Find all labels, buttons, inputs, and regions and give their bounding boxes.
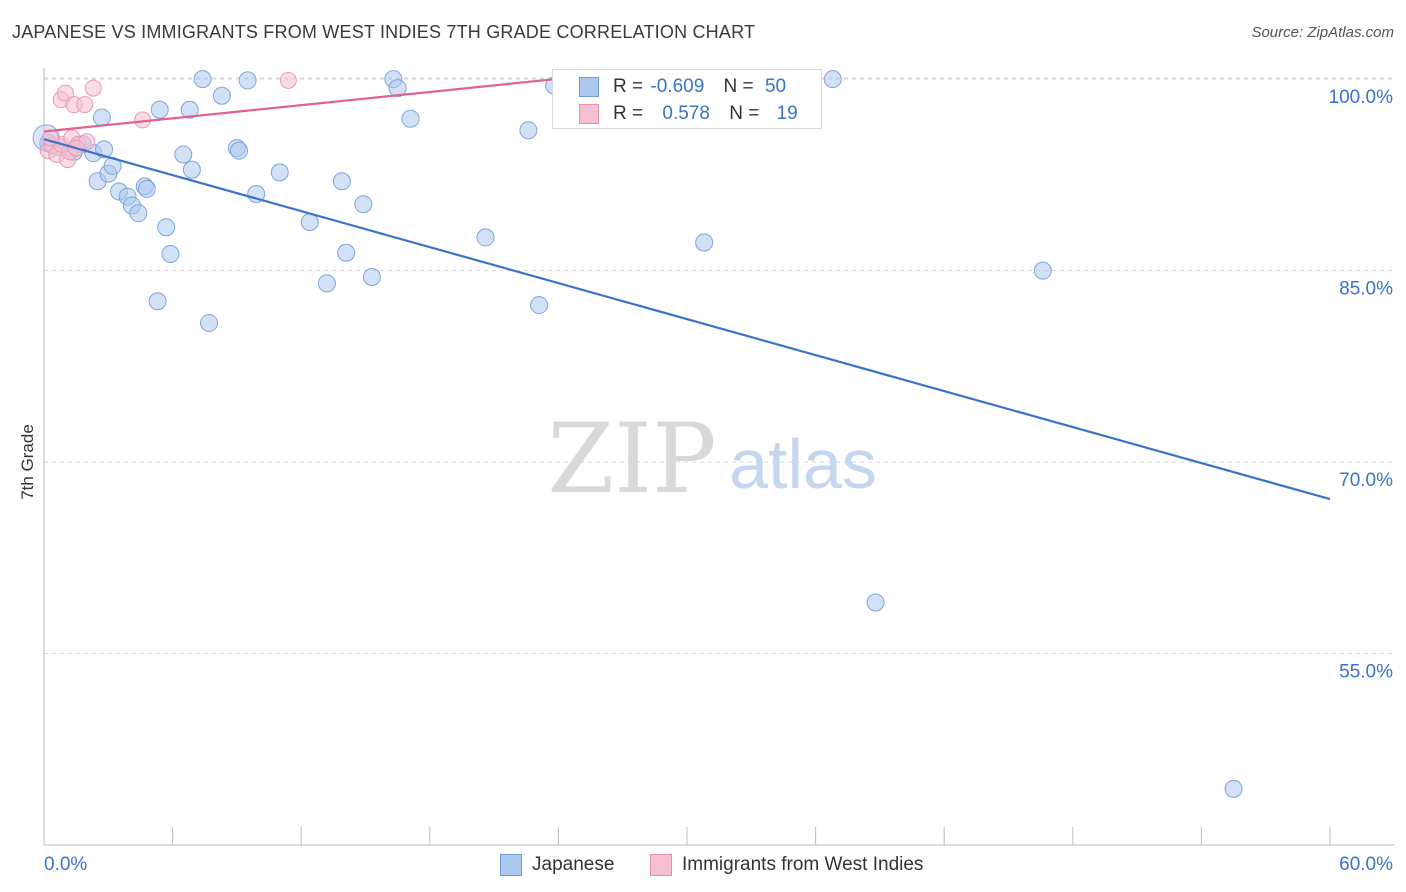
japanese-point xyxy=(161,245,180,264)
source-label: Source: ZipAtlas.com xyxy=(1251,24,1394,41)
japanese-point xyxy=(476,228,495,247)
japanese-point xyxy=(866,593,885,612)
japanese-point xyxy=(401,109,420,128)
legend-r-label: R = xyxy=(613,103,644,124)
legend-r-value-japanese: -0.609 xyxy=(650,76,705,97)
watermark: ZIP atlas xyxy=(547,403,877,515)
west-indies-trend-line xyxy=(43,75,580,133)
japanese-point xyxy=(332,172,351,191)
legend-text-west-indies: R = 0.578 N = 19 xyxy=(613,103,798,125)
japanese-point xyxy=(182,160,201,179)
west-indies-point xyxy=(279,71,297,89)
series-legend-swatch-west-indies xyxy=(650,854,672,876)
japanese-point xyxy=(150,100,169,119)
japanese-point xyxy=(530,296,549,315)
gridlines xyxy=(44,77,1395,655)
japanese-point xyxy=(354,195,373,214)
japanese-point xyxy=(519,121,538,140)
japanese-point xyxy=(238,71,257,90)
legend-r-value-west-indies: 0.578 xyxy=(662,103,710,124)
japanese-point xyxy=(193,70,212,89)
japanese-point xyxy=(148,292,167,311)
japanese-point xyxy=(174,145,193,164)
legend-swatch-japanese xyxy=(579,77,599,97)
japanese-point xyxy=(230,141,249,160)
japanese-point xyxy=(1033,261,1052,280)
watermark-atlas: atlas xyxy=(729,425,877,503)
japanese-point xyxy=(200,313,219,332)
japanese-point xyxy=(95,140,114,159)
west-indies-point xyxy=(84,79,102,97)
japanese-point xyxy=(695,233,714,252)
japanese-point xyxy=(337,243,356,262)
japanese-point xyxy=(92,108,111,127)
correlation-legend: R = -0.609 N = 50 R = 0.578 N = 19 xyxy=(552,69,822,129)
legend-swatch-west-indies xyxy=(579,104,599,124)
west-indies-point xyxy=(76,96,94,114)
legend-n-value-japanese: 50 xyxy=(764,76,787,97)
japanese-point xyxy=(129,204,148,223)
japanese-trend-line xyxy=(43,138,1331,501)
tick-labels: 100.0% 85.0% 70.0% 55.0% 0.0% 60.0% xyxy=(44,87,1393,875)
series-legend-swatch-japanese xyxy=(500,854,522,876)
west-indies-point xyxy=(56,84,74,102)
japanese-point xyxy=(362,267,381,286)
legend-n-label: N = xyxy=(729,103,760,124)
watermark-zip: ZIP xyxy=(547,403,716,515)
legend-n-label: N = xyxy=(723,76,754,97)
y-tick-label: 100.0% xyxy=(1329,87,1394,108)
legend-r-label: R = xyxy=(613,76,644,97)
series-legend-label-japanese: Japanese xyxy=(532,854,615,875)
x-tick-label-min: 0.0% xyxy=(44,854,87,875)
chart-title: JAPANESE VS IMMIGRANTS FROM WEST INDIES … xyxy=(12,22,756,42)
trend-lines xyxy=(43,75,1331,501)
japanese-point xyxy=(823,70,842,89)
series-legend-label-west-indies: Immigrants from West Indies xyxy=(682,854,924,875)
series-legend-west-indies: Immigrants from West Indies xyxy=(650,852,923,878)
japanese-point xyxy=(317,274,336,293)
west-indies-points xyxy=(39,71,585,169)
series-legend-japanese: Japanese xyxy=(500,852,614,878)
japanese-point xyxy=(157,218,176,237)
legend-text-japanese: R = -0.609 N = 50 xyxy=(613,76,786,98)
axes xyxy=(43,68,1395,846)
japanese-point xyxy=(137,179,156,198)
x-tick-label-max: 60.0% xyxy=(1339,854,1393,875)
y-tick-label: 55.0% xyxy=(1339,662,1393,683)
japanese-point xyxy=(388,79,407,98)
japanese-point xyxy=(270,163,289,182)
y-tick-label: 85.0% xyxy=(1339,279,1393,300)
japanese-point xyxy=(1224,779,1243,798)
legend-n-value-west-indies: 19 xyxy=(776,103,798,124)
japanese-point xyxy=(212,86,231,105)
y-tick-label: 70.0% xyxy=(1339,470,1393,491)
japanese-point xyxy=(180,100,199,119)
